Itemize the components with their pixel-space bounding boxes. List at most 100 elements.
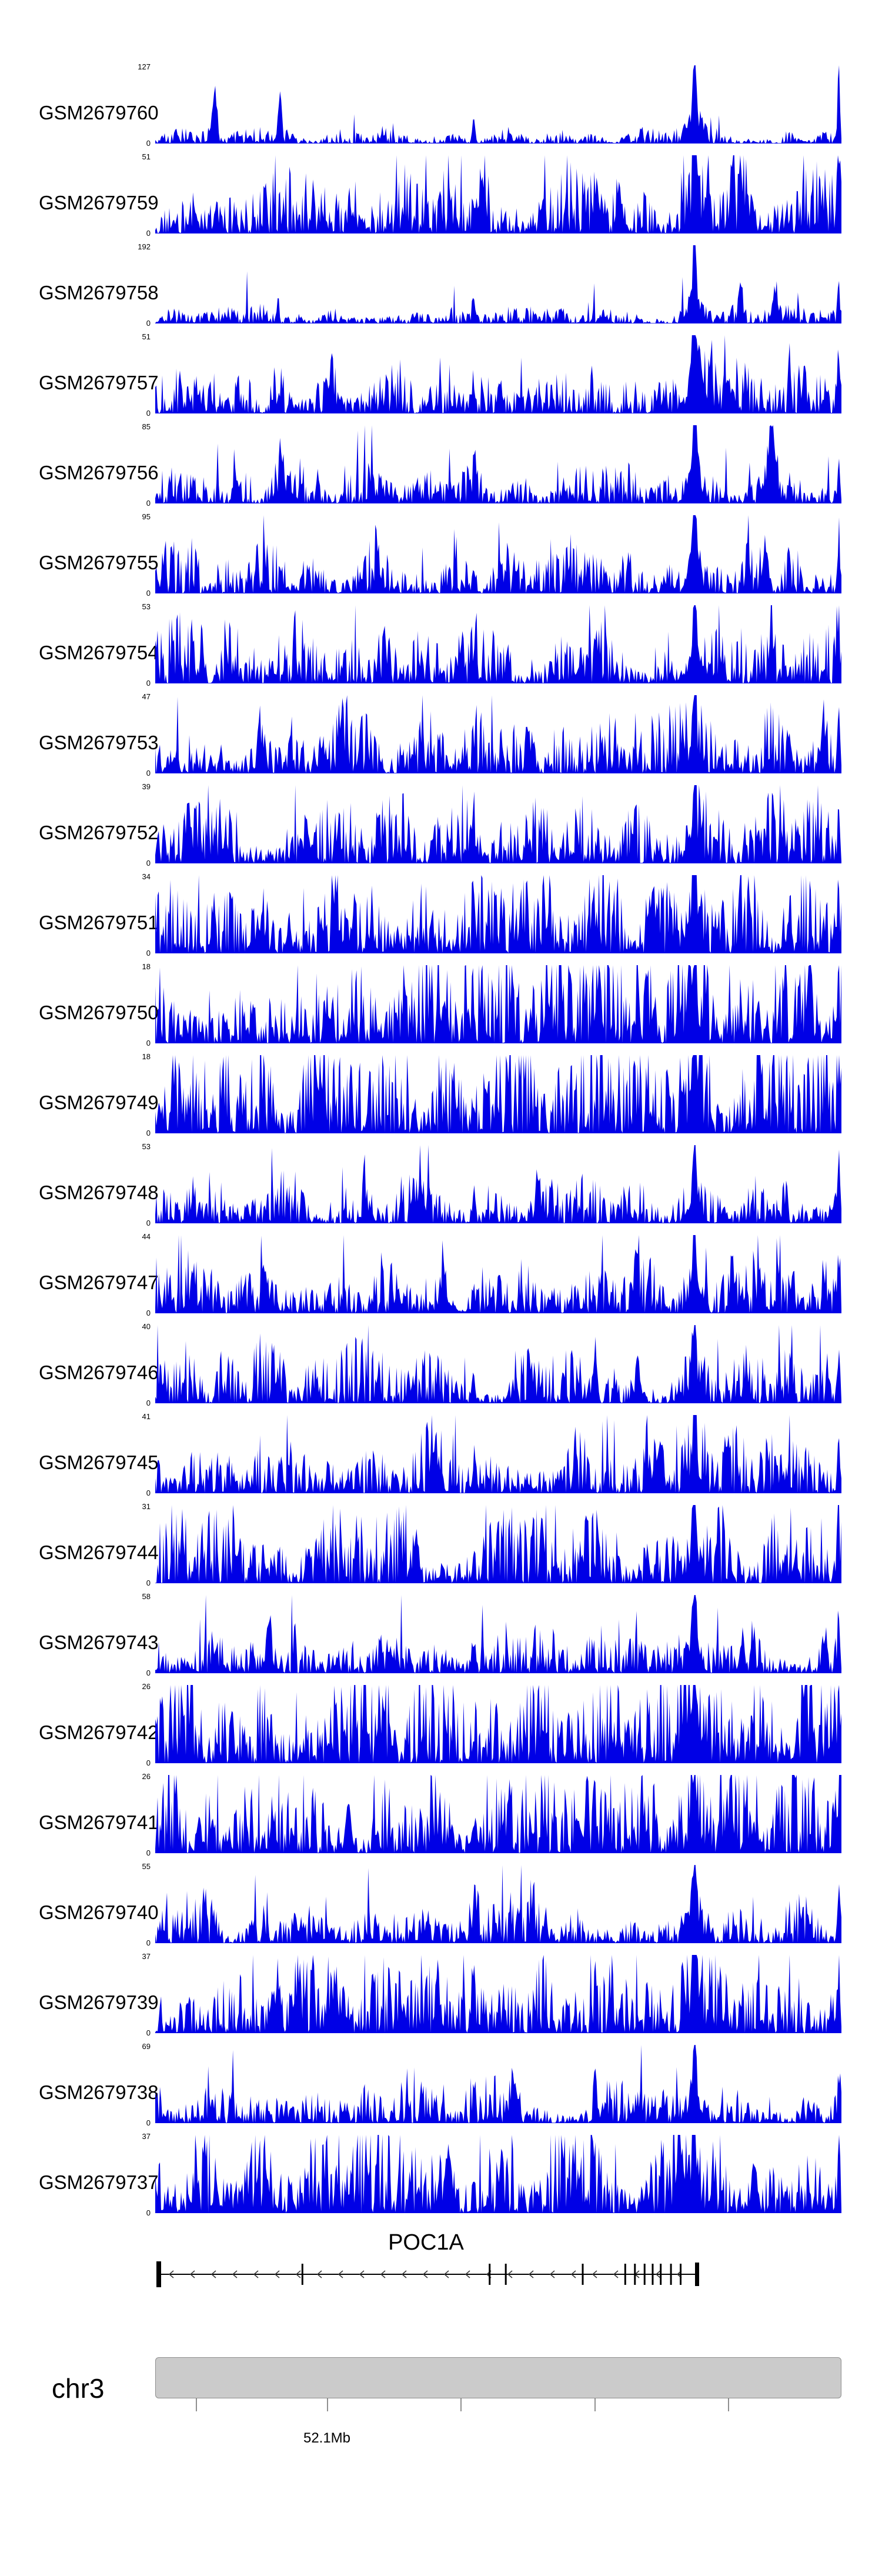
coverage-plot (155, 1505, 841, 1583)
gene-name-label: POC1A (388, 2230, 464, 2255)
track-ymax-label: 192 (138, 242, 151, 251)
track-row-GSM2679743: GSM2679743 58 0 (0, 1592, 882, 1685)
strand-arrow-left-icon (655, 2270, 661, 2278)
track-label: GSM2679759 (39, 192, 159, 213)
track-row-GSM2679752: GSM2679752 39 0 (0, 783, 882, 875)
track-label: GSM2679741 (39, 1811, 159, 1833)
strand-arrow-left-icon (359, 2270, 365, 2278)
track-ybase-label: 0 (146, 859, 151, 867)
track-row-GSM2679746: GSM2679746 40 0 (0, 1323, 882, 1415)
coverage-plot (155, 965, 841, 1043)
track-ybase-label: 0 (146, 769, 151, 778)
strand-arrow-left-icon (465, 2270, 470, 2278)
track-row-GSM2679759: GSM2679759 51 0 (0, 153, 882, 245)
track-label: GSM2679743 (39, 1631, 159, 1653)
track-label: GSM2679754 (39, 642, 159, 663)
track-ybase-label: 0 (146, 589, 151, 598)
track-ymax-label: 44 (142, 1232, 151, 1241)
axis-tick (460, 2398, 462, 2411)
track-ymax-label: 55 (142, 1862, 151, 1871)
track-row-GSM2679749: GSM2679749 18 0 (0, 1053, 882, 1145)
strand-arrow-left-icon (592, 2270, 597, 2278)
track-ybase-label: 0 (146, 1669, 151, 1677)
track-label: GSM2679742 (39, 1721, 159, 1743)
coordinate-tick-label: 52.1Mb (303, 2430, 351, 2446)
strand-arrow-left-icon (274, 2270, 280, 2278)
strand-arrow-left-icon (613, 2270, 619, 2278)
coverage-plot (155, 1325, 841, 1403)
track-row-GSM2679737: GSM2679737 37 0 (0, 2133, 882, 2225)
track-label: GSM2679756 (39, 462, 159, 483)
coverage-plot (155, 605, 841, 683)
coverage-plot (155, 335, 841, 413)
track-label: GSM2679755 (39, 552, 159, 573)
track-ymax-label: 31 (142, 1502, 151, 1511)
track-label: GSM2679745 (39, 1451, 159, 1473)
track-ybase-label: 0 (146, 229, 151, 238)
track-ybase-label: 0 (146, 1938, 151, 1947)
coverage-plot (155, 245, 841, 323)
track-label: GSM2679750 (39, 1002, 159, 1023)
track-row-GSM2679755: GSM2679755 95 0 (0, 513, 882, 605)
track-ybase-label: 0 (146, 1129, 151, 1137)
track-ybase-label: 0 (146, 1219, 151, 1227)
track-ymax-label: 34 (142, 872, 151, 881)
coverage-plot (155, 875, 841, 953)
track-label: GSM2679737 (39, 2171, 159, 2193)
strand-arrow-left-icon (380, 2270, 386, 2278)
track-label: GSM2679746 (39, 1362, 159, 1383)
track-row-GSM2679742: GSM2679742 26 0 (0, 1683, 882, 1775)
coverage-plot (155, 1955, 841, 2033)
track-row-GSM2679750: GSM2679750 18 0 (0, 963, 882, 1055)
track-ybase-label: 0 (146, 319, 151, 328)
track-ybase-label: 0 (146, 1489, 151, 1497)
strand-arrow-left-icon (338, 2270, 343, 2278)
track-label: GSM2679757 (39, 372, 159, 393)
track-label: GSM2679751 (39, 912, 159, 933)
coverage-plot (155, 2045, 841, 2123)
track-label: GSM2679744 (39, 1541, 159, 1563)
track-ybase-label: 0 (146, 409, 151, 418)
axis-tick (728, 2398, 730, 2411)
strand-arrow-left-icon (168, 2270, 174, 2278)
coverage-plot (155, 515, 841, 593)
track-row-GSM2679745: GSM2679745 41 0 (0, 1412, 882, 1505)
track-row-GSM2679760: GSM2679760 127 0 (0, 63, 882, 155)
coverage-plot (155, 1235, 841, 1313)
track-ybase-label: 0 (146, 1399, 151, 1407)
strand-arrow-left-icon (316, 2270, 322, 2278)
track-ymax-label: 47 (142, 692, 151, 701)
coverage-plot (155, 1865, 841, 1943)
coverage-plot (155, 1055, 841, 1133)
track-ymax-label: 41 (142, 1412, 151, 1421)
coverage-plot (155, 1415, 841, 1493)
track-ybase-label: 0 (146, 2028, 151, 2037)
track-ymax-label: 85 (142, 422, 151, 431)
track-ybase-label: 0 (146, 1848, 151, 1857)
axis-tick (326, 2398, 328, 2411)
strand-arrow-left-icon (189, 2270, 195, 2278)
track-ymax-label: 69 (142, 2042, 151, 2051)
track-ymax-label: 53 (142, 602, 151, 611)
track-ymax-label: 58 (142, 1592, 151, 1601)
track-label: GSM2679748 (39, 1182, 159, 1203)
strand-arrow-left-icon (232, 2270, 238, 2278)
track-label: GSM2679753 (39, 732, 159, 753)
track-ybase-label: 0 (146, 1039, 151, 1047)
coverage-plot (155, 695, 841, 773)
axis-tick (594, 2398, 596, 2411)
strand-arrow-left-icon (422, 2270, 428, 2278)
gene-model-diagram (156, 2261, 699, 2287)
strand-arrow-left-icon (443, 2270, 449, 2278)
track-ybase-label: 0 (146, 679, 151, 688)
coverage-plot (155, 65, 841, 144)
track-ybase-label: 0 (146, 499, 151, 508)
strand-arrow-left-icon (253, 2270, 259, 2278)
track-row-GSM2679741: GSM2679741 26 0 (0, 1772, 882, 1865)
strand-arrow-left-icon (295, 2270, 301, 2278)
track-ymax-label: 26 (142, 1772, 151, 1781)
track-row-GSM2679739: GSM2679739 37 0 (0, 1953, 882, 2045)
track-label: GSM2679747 (39, 1272, 159, 1293)
track-row-GSM2679744: GSM2679744 31 0 (0, 1502, 882, 1595)
exon-mark (695, 2263, 699, 2286)
